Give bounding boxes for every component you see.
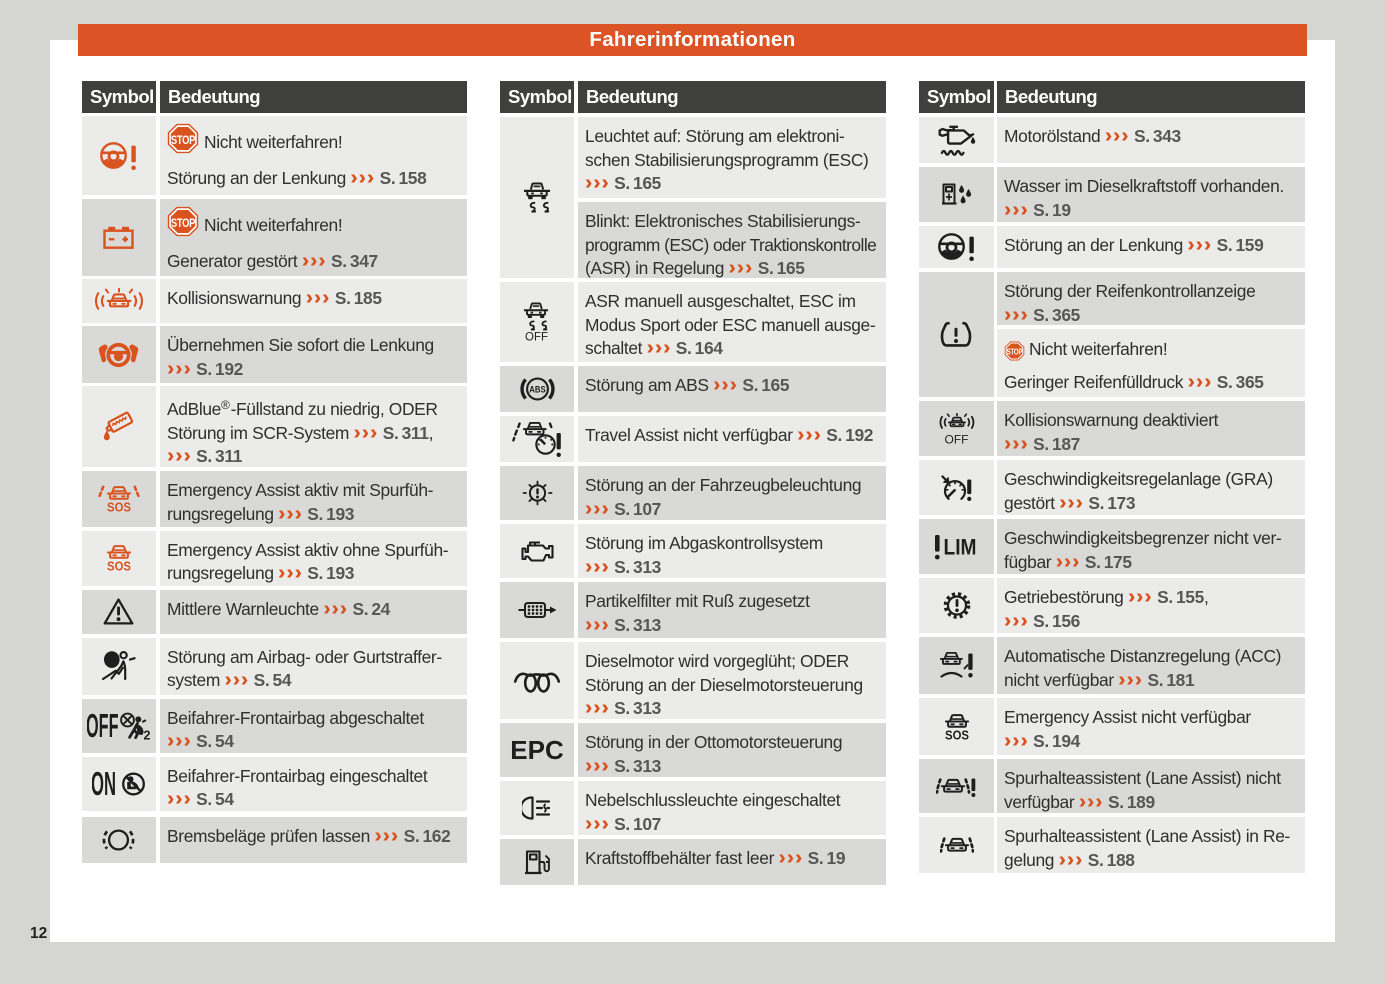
- svg-text:STOP: STOP: [171, 216, 195, 230]
- svg-text:ABS: ABS: [529, 385, 546, 396]
- svg-text:ON: ON: [92, 770, 116, 798]
- svg-text:SOS: SOS: [945, 728, 969, 741]
- svg-text:OFF: OFF: [525, 332, 548, 343]
- svg-text:SOS: SOS: [107, 501, 131, 514]
- svg-text:SOS: SOS: [107, 560, 131, 573]
- svg-text:OFF: OFF: [945, 432, 969, 445]
- svg-text:2: 2: [143, 728, 150, 740]
- svg-text:LIM: LIM: [944, 534, 977, 559]
- svg-text:STOP: STOP: [171, 133, 195, 147]
- svg-text:STOP: STOP: [1007, 347, 1023, 356]
- svg-text:OFF: OFF: [87, 712, 119, 740]
